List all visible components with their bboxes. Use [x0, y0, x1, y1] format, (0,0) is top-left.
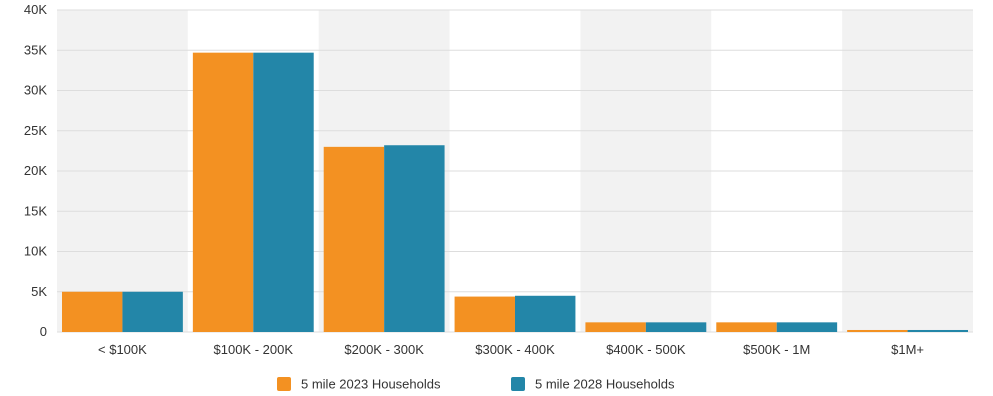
bar-series2: [253, 52, 314, 332]
y-tick-label: 35K: [24, 42, 47, 57]
y-axis-tick-labels: 0 5K 10K 15K 20K 25K 30K 35K 40K: [24, 2, 47, 339]
x-tick-label: $1M+: [891, 342, 924, 357]
bar-series2: [384, 145, 445, 332]
x-tick-label: < $100K: [98, 342, 147, 357]
legend-swatch: [511, 377, 525, 391]
y-tick-label: 15K: [24, 203, 47, 218]
y-tick-label: 30K: [24, 83, 47, 98]
bar-series1: [323, 146, 385, 332]
bar-series2: [122, 291, 183, 332]
x-tick-label: $200K - 300K: [344, 342, 424, 357]
y-tick-label: 25K: [24, 123, 47, 138]
y-tick-label: 40K: [24, 2, 47, 17]
y-tick-label: 0: [40, 324, 47, 339]
legend: 5 mile 2023 Households 5 mile 2028 Househ…: [277, 377, 675, 392]
legend-swatch: [277, 377, 291, 391]
x-axis-tick-labels: < $100K $100K - 200K $200K - 300K $300K - 4…: [98, 342, 924, 357]
legend-label: 5 mile 2028 Households: [535, 377, 675, 392]
bar-series1: [62, 291, 123, 332]
bar-series1: [847, 329, 908, 332]
bar-series2: [515, 295, 576, 332]
bar-series1: [192, 52, 254, 332]
bar-series2: [645, 322, 707, 332]
bars: [62, 52, 968, 332]
x-tick-label: $400K - 500K: [606, 342, 686, 357]
x-tick-label: $300K - 400K: [475, 342, 555, 357]
bar-series2: [776, 322, 838, 332]
legend-label: 5 mile 2023 Households: [301, 377, 441, 392]
y-tick-label: 5K: [31, 284, 47, 299]
bar-series1: [716, 322, 777, 332]
bar-series1: [454, 296, 515, 332]
y-tick-label: 10K: [24, 244, 47, 259]
y-tick-label: 20K: [24, 163, 47, 178]
bar-series2: [907, 329, 968, 332]
x-tick-label: $500K - 1M: [743, 342, 810, 357]
bar-series1: [585, 322, 646, 332]
x-tick-label: $100K - 200K: [214, 342, 294, 357]
